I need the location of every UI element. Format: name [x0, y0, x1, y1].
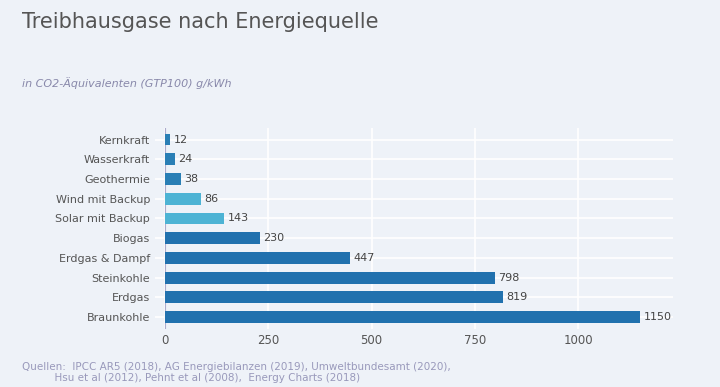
Bar [165, 134, 170, 146]
Bar [165, 232, 260, 244]
Text: Treibhausgase nach Energiequelle: Treibhausgase nach Energiequelle [22, 12, 378, 32]
Text: 143: 143 [228, 214, 248, 223]
Bar [165, 252, 350, 264]
Text: 819: 819 [507, 293, 528, 302]
Text: 24: 24 [179, 154, 192, 164]
Bar [165, 193, 201, 205]
Text: Quellen:  IPCC AR5 (2018), AG Energiebilanzen (2019), Umweltbundesamt (2020),
  : Quellen: IPCC AR5 (2018), AG Energiebila… [22, 361, 450, 383]
Bar [165, 212, 224, 224]
Bar [165, 291, 503, 303]
Text: 798: 798 [498, 273, 519, 283]
Text: 38: 38 [184, 174, 198, 184]
Text: 1150: 1150 [644, 312, 672, 322]
Bar [165, 173, 181, 185]
Text: in CO2-Äquivalenten (GTP100) g/kWh: in CO2-Äquivalenten (GTP100) g/kWh [22, 77, 231, 89]
Bar [165, 311, 640, 323]
Bar [165, 153, 175, 165]
Text: 86: 86 [204, 194, 218, 204]
Text: 12: 12 [174, 135, 187, 145]
Text: 230: 230 [264, 233, 284, 243]
Text: 447: 447 [353, 253, 374, 263]
Bar [165, 272, 495, 284]
